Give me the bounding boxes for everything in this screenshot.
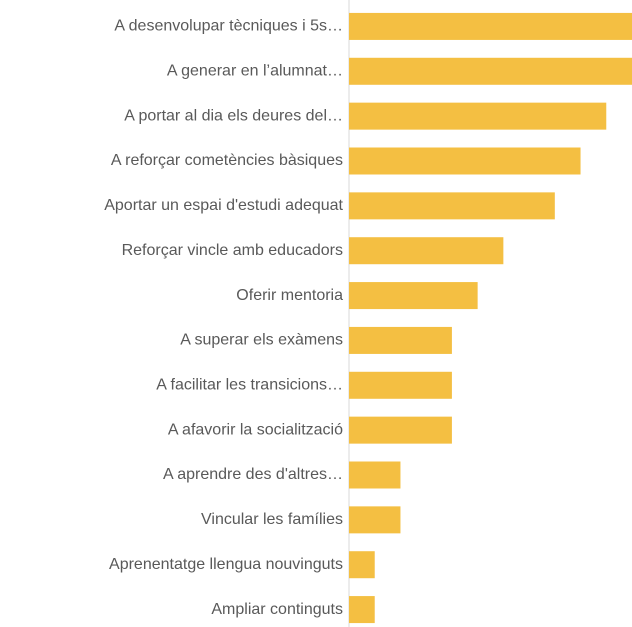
y-tick-label: A facilitar les transicions… [156,377,343,394]
bar [349,12,632,40]
y-tick-label: Aportar un espai d'estudi adequat [104,197,343,214]
y-tick-label: Aprenentatge llengua nouvinguts [109,556,343,573]
bar [349,102,607,130]
bar [349,147,581,175]
y-tick-label: Reforçar vincle amb educadors [122,242,343,259]
y-tick-label: A afavorir la socialització [168,421,343,438]
y-tick-label: A desenvolupar tècniques i 5s… [114,18,343,35]
bar [349,506,401,534]
bar [349,326,452,354]
y-tick-label: Ampliar continguts [211,601,343,618]
bar [349,461,401,489]
y-tick-label: A superar els exàmens [180,332,343,349]
bar [349,596,375,624]
y-tick-label: A portar al dia els deures del… [124,107,343,124]
bar [349,237,504,265]
y-tick-label: Oferir mentoria [236,287,343,304]
bar [349,57,632,85]
bar [349,551,375,579]
y-tick-label: A generar en l’alumnat… [167,63,343,80]
bar [349,371,452,399]
y-tick-label: Vincular les famílies [201,511,343,528]
y-tick-label: A reforçar cometències bàsiques [111,152,343,169]
bar [349,282,478,310]
bar [349,192,555,220]
y-tick-label: A aprendre des d'altres… [163,466,343,483]
bar [349,416,452,444]
